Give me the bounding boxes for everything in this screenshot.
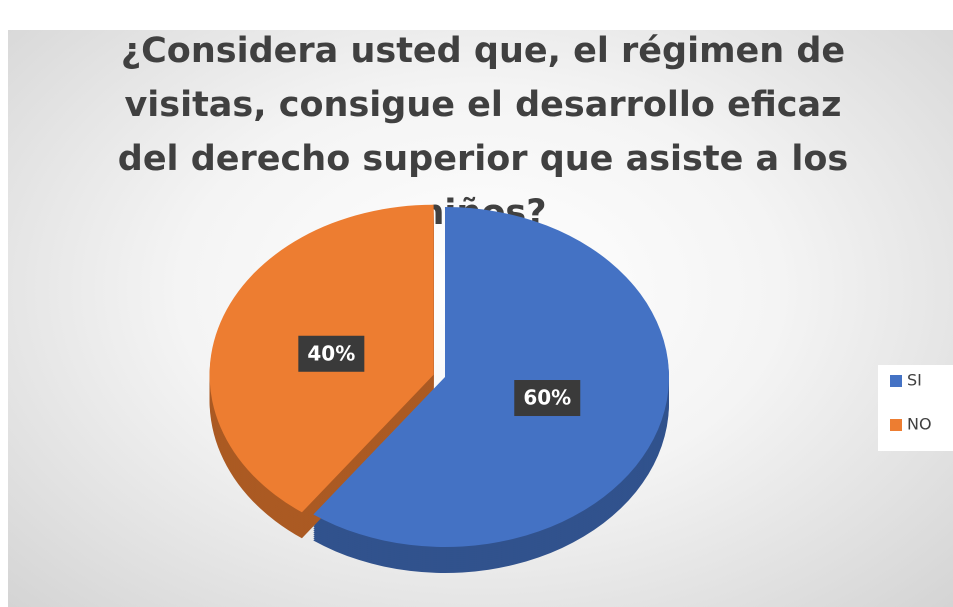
legend-label: SI bbox=[907, 371, 922, 390]
data-label: 40% bbox=[307, 341, 355, 365]
data-label-box bbox=[298, 335, 365, 372]
slice bbox=[313, 207, 669, 547]
legend-swatch bbox=[890, 375, 902, 387]
legend-swatch bbox=[890, 419, 902, 431]
data-label: 60% bbox=[523, 386, 571, 410]
legend-label: NO bbox=[907, 415, 932, 434]
data-label-box bbox=[514, 380, 581, 417]
